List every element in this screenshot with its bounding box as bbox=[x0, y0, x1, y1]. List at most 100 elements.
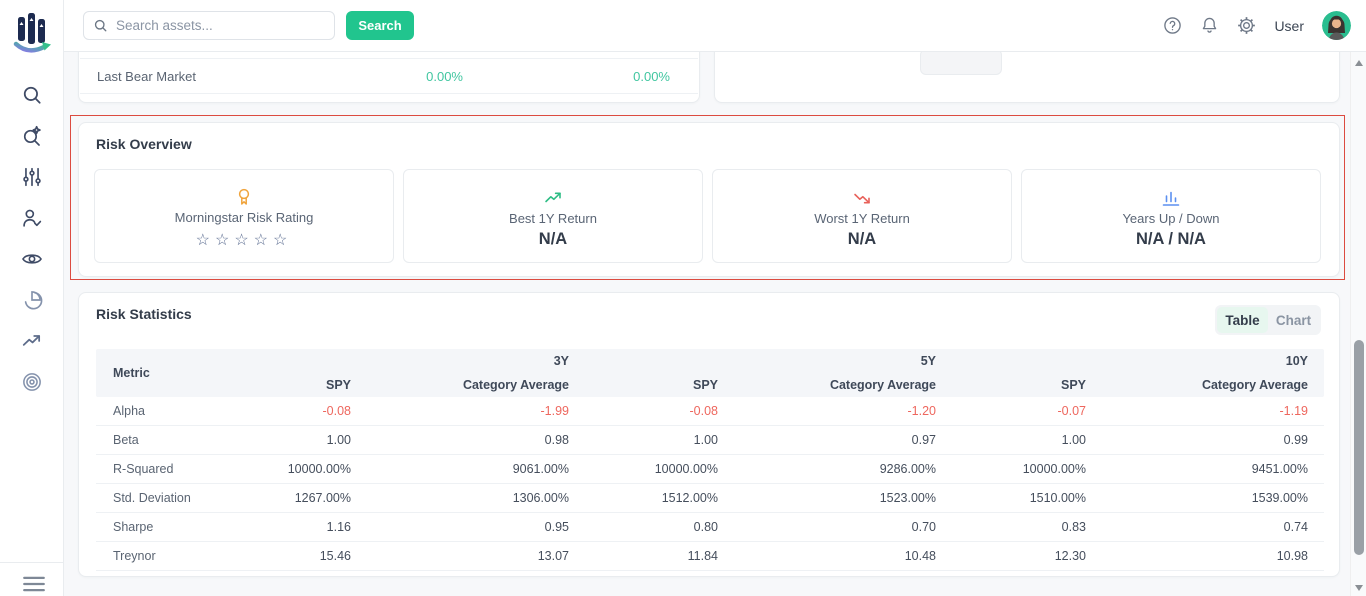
search-input[interactable] bbox=[83, 11, 335, 40]
value-cell: 0.83 bbox=[1061, 520, 1086, 534]
value-cell: 0.99 bbox=[1283, 433, 1308, 447]
value-cell: 9061.00% bbox=[512, 462, 569, 476]
sidebar-target-icon[interactable] bbox=[21, 371, 43, 393]
value-cell: 10000.00% bbox=[287, 462, 351, 476]
value-cell: 0.98 bbox=[544, 433, 569, 447]
value-cell: 0.70 bbox=[911, 520, 936, 534]
section-title: Risk Overview bbox=[96, 136, 192, 152]
sidebar-advisor-icon[interactable] bbox=[21, 207, 43, 229]
vertical-scrollbar[interactable] bbox=[1350, 52, 1366, 596]
medal-icon bbox=[234, 187, 254, 207]
metric-label: Years Up / Down bbox=[1122, 210, 1220, 226]
view-toggle: Table Chart bbox=[1215, 305, 1321, 335]
metric-cell: R-Squared bbox=[113, 462, 174, 476]
table-header: Metric 3Y 5Y 10Y SPY Category Average SP… bbox=[96, 349, 1324, 397]
column-header: SPY bbox=[325, 377, 351, 392]
menu-icon[interactable] bbox=[23, 573, 45, 591]
metric-value: N/A / N/A bbox=[1136, 229, 1206, 248]
value-cell: 11.84 bbox=[687, 549, 718, 563]
row-value: 0.00% bbox=[426, 68, 463, 84]
button-fragment[interactable] bbox=[920, 52, 1002, 75]
search-icon bbox=[93, 18, 108, 33]
table-row: Treynor 15.46 13.07 11.84 10.48 12.30 10… bbox=[96, 542, 1324, 571]
value-cell: -0.08 bbox=[689, 404, 719, 418]
sidebar-watchlist-icon[interactable] bbox=[21, 248, 43, 270]
sidebar-search-icon[interactable] bbox=[21, 84, 43, 106]
table-row: Last Bull Market 0.00% 0.00% bbox=[80, 52, 698, 59]
value-cell: -1.99 bbox=[540, 404, 570, 418]
row-value: 0.00% bbox=[633, 68, 670, 84]
value-cell: 1539.00% bbox=[1251, 491, 1308, 505]
section-title: Risk Statistics bbox=[96, 306, 192, 322]
table-row: R-Squared 10000.00% 9061.00% 10000.00% 9… bbox=[96, 455, 1324, 484]
table-view-button[interactable]: Table bbox=[1217, 307, 1268, 333]
value-cell: -0.07 bbox=[1057, 404, 1087, 418]
metric-cell: Treynor bbox=[113, 549, 156, 563]
table-row: Beta 1.00 0.98 1.00 0.97 1.00 0.99 bbox=[96, 426, 1324, 455]
star-rating[interactable]: ☆☆☆☆☆ bbox=[195, 231, 293, 249]
scroll-up-icon[interactable] bbox=[1355, 60, 1363, 66]
risk-overview-section: Risk Overview Morningstar Risk Rating ☆☆… bbox=[78, 122, 1340, 277]
settings-gear-icon[interactable] bbox=[1237, 16, 1256, 35]
table-row: Last Bear Market 0.00% 0.00% bbox=[80, 59, 698, 94]
value-cell: 1.00 bbox=[1061, 433, 1086, 447]
years-up-down-card: Years Up / Down N/A / N/A bbox=[1021, 169, 1321, 263]
column-header: Category Average bbox=[1201, 377, 1308, 392]
value-cell: 0.97 bbox=[911, 433, 936, 447]
row-value: 0.00% bbox=[263, 52, 463, 55]
metric-cell: Sharpe bbox=[113, 520, 154, 534]
risk-statistics-table: Metric 3Y 5Y 10Y SPY Category Average SP… bbox=[96, 349, 1324, 571]
scrollbar-thumb[interactable] bbox=[1354, 340, 1364, 555]
sidebar-filters-icon[interactable] bbox=[21, 166, 43, 188]
value-cell: 1.00 bbox=[693, 433, 718, 447]
value-cell: 1.16 bbox=[326, 520, 351, 534]
value-cell: 0.95 bbox=[544, 520, 569, 534]
main-content: Last Bull Market 0.00% 0.00% Last Bear M… bbox=[64, 52, 1350, 596]
column-header: Category Average bbox=[462, 377, 569, 392]
topbar: Search User bbox=[64, 0, 1366, 52]
value-cell: -1.19 bbox=[1279, 404, 1309, 418]
scroll-down-icon[interactable] bbox=[1355, 585, 1363, 591]
chart-view-button[interactable]: Chart bbox=[1268, 307, 1319, 333]
metric-value: N/A bbox=[538, 229, 568, 248]
app-logo-icon[interactable] bbox=[11, 8, 53, 60]
metric-cell: Beta bbox=[113, 433, 139, 447]
column-header: SPY bbox=[692, 377, 718, 392]
table-row: Std. Deviation 1267.00% 1306.00% 1512.00… bbox=[96, 484, 1324, 513]
trend-down-icon bbox=[852, 188, 872, 208]
metric-cell: Std. Deviation bbox=[113, 491, 191, 505]
value-cell: 9451.00% bbox=[1251, 462, 1308, 476]
trend-up-icon bbox=[543, 188, 563, 208]
group-header: 3Y bbox=[553, 353, 569, 368]
row-label: Last Bull Market bbox=[97, 52, 263, 55]
column-header: Category Average bbox=[829, 377, 936, 392]
user-avatar[interactable] bbox=[1322, 11, 1351, 40]
sidebar-discover-icon[interactable] bbox=[21, 125, 43, 147]
search-button[interactable]: Search bbox=[346, 11, 414, 40]
morningstar-rating-card: Morningstar Risk Rating ☆☆☆☆☆ bbox=[94, 169, 394, 263]
row-label: Last Bear Market bbox=[97, 68, 196, 84]
notifications-bell-icon[interactable] bbox=[1200, 16, 1219, 35]
risk-statistics-section: Risk Statistics Table Chart Metric 3Y 5Y… bbox=[78, 292, 1340, 577]
sidebar-allocation-icon[interactable] bbox=[21, 289, 43, 311]
column-header: SPY bbox=[1060, 377, 1086, 392]
metric-cell: Alpha bbox=[113, 404, 145, 418]
market-summary-card: Last Bull Market 0.00% 0.00% Last Bear M… bbox=[78, 52, 700, 103]
group-header: 10Y bbox=[1285, 353, 1308, 368]
value-cell: 0.74 bbox=[1283, 520, 1308, 534]
metric-label: Worst 1Y Return bbox=[814, 210, 910, 226]
value-cell: 1510.00% bbox=[1029, 491, 1086, 505]
table-row: Sharpe 1.16 0.95 0.80 0.70 0.83 0.74 bbox=[96, 513, 1324, 542]
value-cell: 1.00 bbox=[326, 433, 351, 447]
sidebar-performance-icon[interactable] bbox=[21, 330, 43, 352]
value-cell: 15.46 bbox=[319, 549, 351, 563]
value-cell: 12.30 bbox=[1054, 549, 1086, 563]
secondary-card bbox=[714, 52, 1340, 103]
value-cell: -0.08 bbox=[322, 404, 352, 418]
metric-label: Morningstar Risk Rating bbox=[174, 209, 314, 225]
value-cell: 0.80 bbox=[693, 520, 718, 534]
group-header: 5Y bbox=[920, 353, 936, 368]
best-return-card: Best 1Y Return N/A bbox=[403, 169, 703, 263]
help-icon[interactable] bbox=[1163, 16, 1182, 35]
